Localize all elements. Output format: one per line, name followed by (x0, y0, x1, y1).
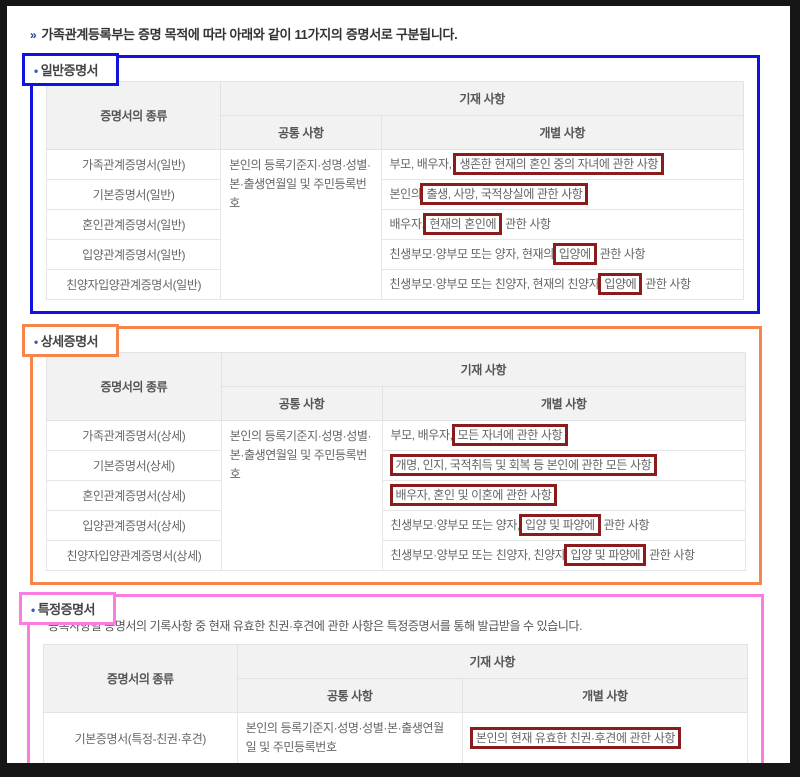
highlight-box: 모든 자녀에 관한 사항 (451, 424, 569, 446)
highlight-box: 입양에 (552, 243, 597, 265)
common-entries-cell: 본인의 등록기준지·성명·성별·본·출생연월일 및 주민등록번호 (236, 712, 463, 763)
highlight-box: 생존한 현재의 혼인 중의 자녀에 관한 사항 (453, 153, 664, 175)
indiv-post: 관한 사항 (600, 518, 650, 532)
section-specific-box: 등록사항별 증명서의 기록사항 중 현재 유효한 친권·후견에 관한 사항은 특… (27, 594, 764, 763)
cert-type-cell: 기본증명서(일반) (45, 179, 222, 210)
highlight-box: 입양 및 파양에 (564, 544, 647, 566)
col-header-common: 공통 사항 (220, 386, 383, 421)
individual-entries-cell: 부모, 배우자, 생존한 현재의 혼인 중의 자녀에 관한 사항 (380, 149, 745, 180)
highlight-box: 입양에 (598, 273, 643, 295)
table-row: 친양자입양관계증명서(일반) 친생부모·양부모 또는 친양자, 현재의 친양자 입… (45, 269, 745, 300)
chevron-right-icon: » (30, 28, 37, 42)
detail-cert-table: 증명서의 종류 기재 사항 공통 사항 개별 사항 가족관계증명서(상세) 본인… (46, 352, 747, 571)
table-row: 기본증명서(상세) 개명, 인지, 국적취득 및 회복 등 본인에 관한 모든 … (46, 450, 747, 481)
section-specific-note: 등록사항별 증명서의 기록사항 중 현재 유효한 친권·후견에 관한 사항은 특… (48, 619, 583, 633)
table-row: 기본증명서(특정-친권·후견) 본인의 등록기준지·성명·성별·본·출생연월일 … (43, 712, 749, 763)
highlight-box: 입양 및 파양에 (518, 514, 601, 536)
specific-cert-table: 증명서의 종류 기재 사항 공통 사항 개별 사항 기본증명서(특정-친권·후견… (43, 644, 749, 763)
col-header-individual: 개별 사항 (380, 115, 745, 150)
table-row: 입양관계증명서(일반) 친생부모·양부모 또는 양자, 현재의 입양에 관한 사항 (45, 239, 745, 270)
bullet-icon: • (34, 64, 38, 78)
cert-type-cell: 친양자입양관계증명서(상세) (46, 540, 222, 571)
bullet-icon: • (31, 603, 35, 617)
section-specific-label: • 특정증명서 (19, 592, 117, 625)
section-general-label: • 일반증명서 (22, 53, 120, 86)
indiv-post: 관한 사항 (596, 247, 646, 261)
cert-type-cell: 혼인관계증명서(일반) (45, 209, 222, 240)
indiv-pre: 본인의 (389, 187, 422, 201)
section-detail-box: 증명서의 종류 기재 사항 공통 사항 개별 사항 가족관계증명서(상세) 본인… (30, 326, 762, 585)
individual-entries-cell: 본인의 출생, 사망, 국적상실에 관한 사항 (380, 179, 745, 210)
indiv-pre: 친생부모·양부모 또는 친양자, 현재의 친양자 (389, 277, 600, 291)
section-detail: • 상세증명서 증명서의 종류 기재 사항 공통 사항 개별 사항 (22, 324, 762, 585)
section-general-box: 증명서의 종류 기재 사항 공통 사항 개별 사항 가족관계증명서(일반) 본인… (30, 55, 760, 314)
indiv-pre: 친생부모·양부모 또는 친양자, 친양자 (390, 548, 566, 562)
col-header-individual: 개별 사항 (381, 386, 747, 421)
indiv-post: 관한 사항 (646, 548, 695, 562)
section-general: • 일반증명서 증명서의 종류 기재 사항 공통 사항 개별 사항 (22, 53, 760, 314)
col-header-common: 공통 사항 (236, 678, 463, 713)
highlight-box: 배우자, 혼인 및 이혼에 관한 사항 (389, 484, 558, 506)
cert-type-cell: 혼인관계증명서(상세) (46, 480, 222, 511)
cert-type-cell: 친양자입양관계증명서(일반) (45, 269, 222, 300)
indiv-post: 관한 사항 (642, 277, 691, 291)
col-header-cert-type: 증명서의 종류 (45, 81, 222, 150)
col-header-individual: 개별 사항 (461, 678, 749, 713)
cert-type-cell: 기본증명서(특정-친권·후견) (43, 712, 238, 763)
highlight-box: 출생, 사망, 국적상실에 관한 사항 (420, 183, 589, 205)
table-row: 친양자입양관계증명서(상세) 친생부모·양부모 또는 친양자, 친양자 입양 및 … (46, 540, 747, 571)
section-title: 일반증명서 (40, 63, 99, 78)
highlight-box: 개명, 인지, 국적취득 및 회복 등 본인에 관한 모든 사항 (389, 454, 658, 476)
individual-entries-cell: 부모, 배우자, 모든 자녀에 관한 사항 (381, 420, 747, 451)
col-header-entries: 기재 사항 (220, 352, 747, 387)
individual-entries-cell: 개명, 인지, 국적취득 및 회복 등 본인에 관한 모든 사항 (381, 450, 747, 481)
indiv-pre: 부모, 배우자, (390, 428, 453, 442)
col-header-entries: 기재 사항 (220, 81, 744, 116)
highlight-box: 본인의 현재 유효한 친권·후견에 관한 사항 (469, 726, 682, 749)
table-row: 혼인관계증명서(일반) 배우자, 현재의 혼인에 관한 사항 (45, 209, 745, 240)
col-header-cert-type: 증명서의 종류 (46, 352, 222, 421)
indiv-pre: 친생부모·양부모 또는 양자, (390, 518, 521, 532)
individual-entries-cell: 친생부모·양부모 또는 양자, 입양 및 파양에 관한 사항 (381, 510, 747, 541)
intro-text: 가족관계등록부는 증명 목적에 따라 아래와 같이 11가지의 증명서로 구분됩… (41, 27, 458, 42)
highlight-box: 현재의 혼인에 (423, 213, 503, 235)
individual-entries-cell: 친생부모·양부모 또는 친양자, 친양자 입양 및 파양에 관한 사항 (381, 540, 747, 571)
table-row: 혼인관계증명서(상세) 배우자, 혼인 및 이혼에 관한 사항 (46, 480, 747, 511)
col-header-cert-type: 증명서의 종류 (43, 644, 238, 713)
indiv-post: 관한 사항 (502, 217, 551, 231)
individual-entries-cell: 본인의 현재 유효한 친권·후견에 관한 사항 (461, 712, 749, 763)
page-content: » 가족관계등록부는 증명 목적에 따라 아래와 같이 11가지의 증명서로 구분… (7, 6, 790, 763)
individual-entries-cell: 배우자, 현재의 혼인에 관한 사항 (380, 209, 745, 240)
section-title: 특정증명서 (37, 602, 96, 617)
indiv-pre: 배우자, (389, 217, 425, 231)
col-header-entries: 기재 사항 (236, 644, 749, 679)
indiv-pre: 친생부모·양부모 또는 양자, 현재의 (389, 247, 555, 261)
common-entries-cell: 본인의 등록기준지·성명·성별·본·출생연월일 및 주민등록번호 (220, 149, 382, 300)
cert-type-cell: 기본증명서(상세) (46, 450, 222, 481)
section-specific: • 특정증명서 등록사항별 증명서의 기록사항 중 현재 유효한 친권·후견에 관… (19, 592, 764, 763)
table-row: 가족관계증명서(상세) 본인의 등록기준지·성명·성별·본·출생연월일 및 주민… (46, 420, 747, 571)
general-cert-table: 증명서의 종류 기재 사항 공통 사항 개별 사항 가족관계증명서(일반) 본인… (45, 81, 745, 300)
individual-entries-cell: 친생부모·양부모 또는 친양자, 현재의 친양자 입양에 관한 사항 (380, 269, 745, 300)
table-row: 기본증명서(일반) 본인의 출생, 사망, 국적상실에 관한 사항 (45, 179, 745, 210)
individual-entries-cell: 배우자, 혼인 및 이혼에 관한 사항 (381, 480, 747, 511)
cert-type-cell: 입양관계증명서(일반) (45, 239, 222, 270)
common-entries-cell: 본인의 등록기준지·성명·성별·본·출생연월일 및 주민등록번호 (220, 420, 383, 571)
table-row: 입양관계증명서(상세) 친생부모·양부모 또는 양자, 입양 및 파양에 관한 사… (46, 510, 747, 541)
table-row: 가족관계증명서(일반) 본인의 등록기준지·성명·성별·본·출생연월일 및 주민… (45, 149, 745, 300)
cert-type-cell: 가족관계증명서(상세) (46, 420, 222, 451)
indiv-pre: 부모, 배우자, (389, 157, 455, 171)
cert-type-cell: 가족관계증명서(일반) (45, 149, 222, 180)
bullet-icon: • (34, 335, 38, 349)
cert-type-cell: 입양관계증명서(상세) (46, 510, 222, 541)
section-title: 상세증명서 (40, 334, 99, 349)
section-detail-label: • 상세증명서 (22, 324, 120, 357)
individual-entries-cell: 친생부모·양부모 또는 양자, 현재의 입양에 관한 사항 (380, 239, 745, 270)
intro-line: » 가족관계등록부는 증명 목적에 따라 아래와 같이 11가지의 증명서로 구분… (30, 24, 776, 43)
col-header-common: 공통 사항 (220, 115, 382, 150)
